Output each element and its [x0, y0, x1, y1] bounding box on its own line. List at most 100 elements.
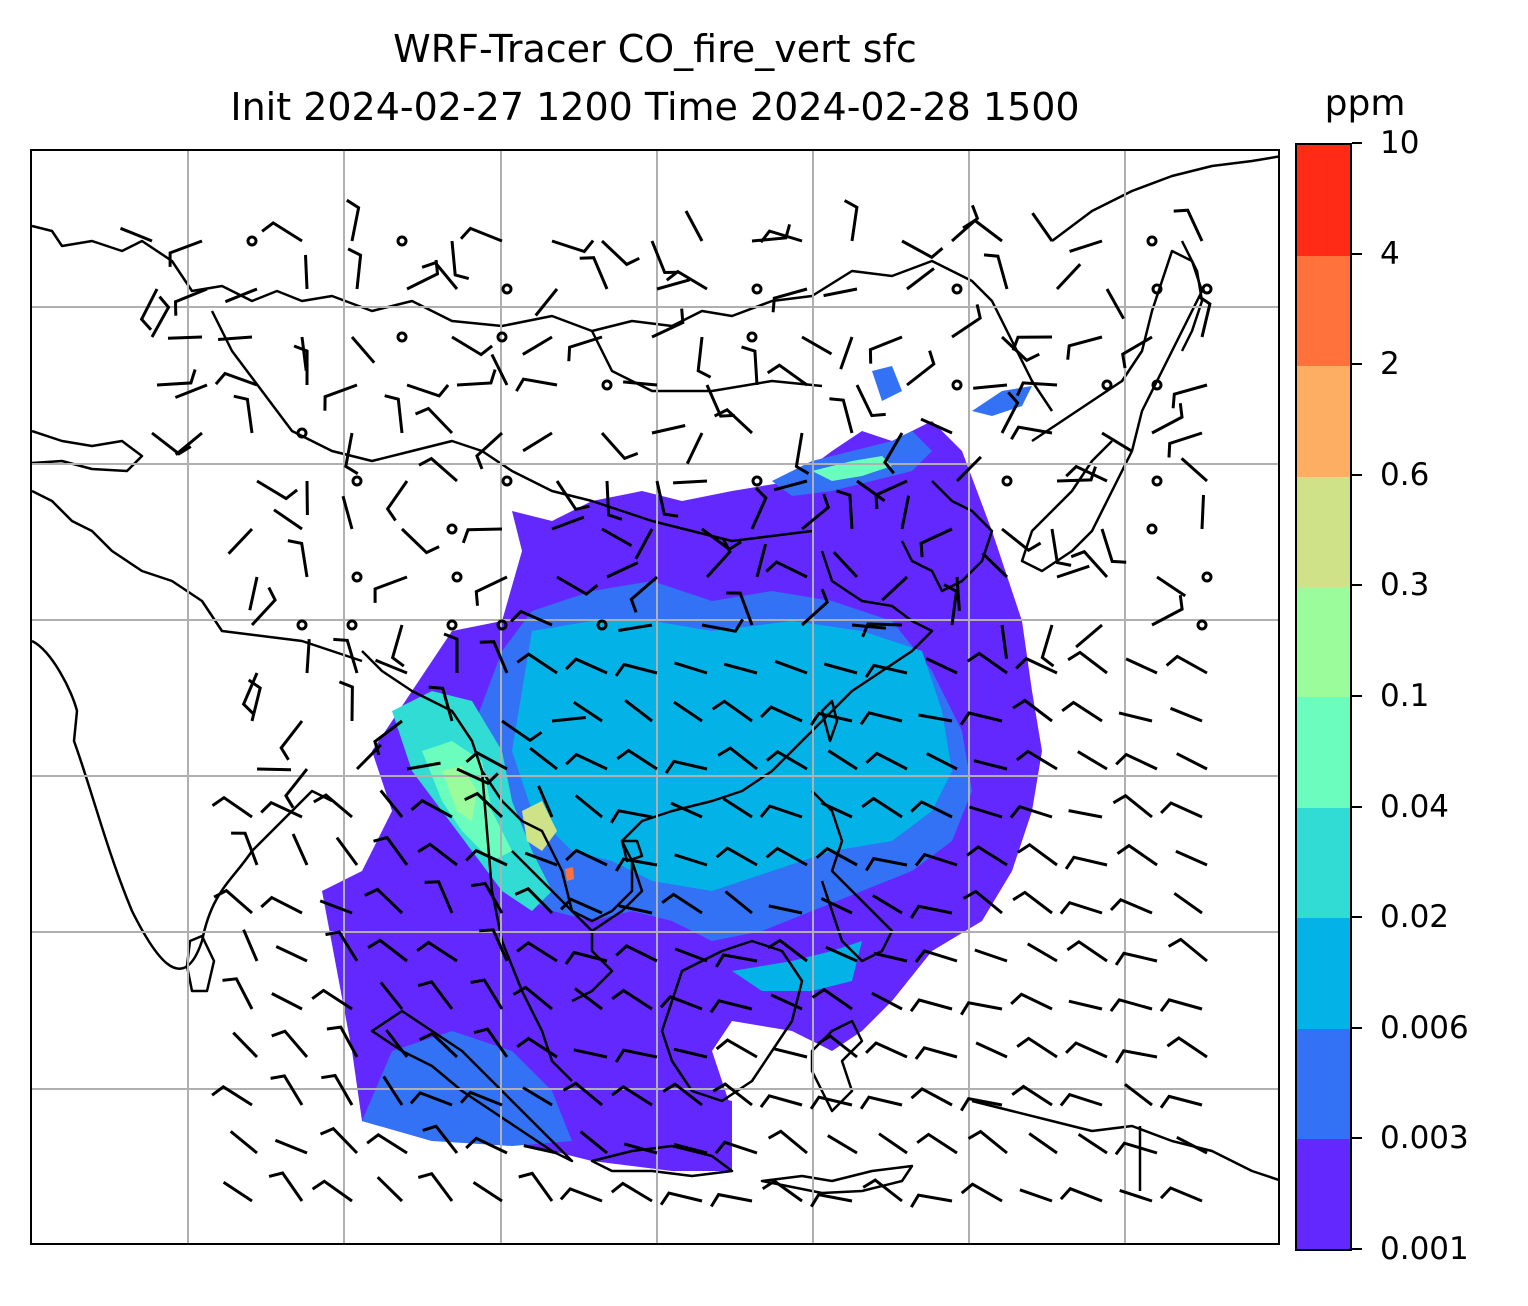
colorbar-tick-label: 0.003: [1380, 1120, 1469, 1157]
calm-wind-marker: [1201, 283, 1213, 295]
coastline-china: [571, 550, 934, 1003]
wind-barb: [564, 950, 608, 965]
calm-wind-marker: [496, 619, 508, 631]
wind-barb: [871, 991, 903, 1011]
calm-wind-marker: [346, 619, 358, 631]
wind-barb: [293, 344, 309, 386]
wind-barb: [919, 527, 953, 558]
wind-barb: [767, 1129, 808, 1155]
wind-barb: [615, 857, 658, 872]
wind-barb: [1075, 623, 1103, 649]
wind-barb: [774, 659, 808, 675]
wind-barb: [313, 793, 353, 819]
coastline-russia: [1051, 155, 1278, 242]
wind-barb: [461, 527, 503, 544]
wind-barb: [374, 658, 408, 675]
wind-barb: [1066, 939, 1108, 963]
wind-barb: [560, 897, 603, 915]
wind-barb: [951, 304, 982, 339]
coastline-thai-gulf: [511, 850, 634, 923]
wind-barb: [1197, 294, 1212, 338]
wind-barb: [367, 938, 408, 963]
wind-barb: [514, 887, 554, 915]
wind-barb: [1171, 383, 1208, 409]
wind-barb: [524, 851, 558, 867]
wind-barb: [275, 945, 308, 963]
wind-barb: [865, 856, 908, 872]
wind-barb: [232, 1031, 259, 1059]
calm-wind-marker: [246, 235, 258, 247]
wind-barb: [406, 761, 441, 771]
wind-barb: [865, 751, 908, 771]
calm-wind-marker: [1146, 523, 1158, 535]
wind-barb: [174, 431, 203, 456]
calm-wind-marker: [1196, 619, 1208, 631]
wind-barb: [470, 978, 504, 1010]
wind-barb: [1125, 657, 1158, 675]
wind-barb: [1165, 654, 1208, 675]
wind-barb: [364, 887, 404, 915]
colorbar-tick-label: 4: [1380, 235, 1400, 272]
wind-barb: [1015, 749, 1058, 771]
map-title-line1: WRF-Tracer CO_fire_vert sfc: [393, 27, 917, 71]
wind-barb: [213, 888, 253, 915]
wind-barb: [1077, 1133, 1108, 1155]
wind-barb: [222, 1180, 253, 1203]
colorbar-segment: [1297, 807, 1350, 919]
wind-barb: [765, 846, 808, 867]
wind-barb: [975, 1041, 1008, 1059]
wind-barb: [516, 940, 558, 963]
coastline-arabia: [32, 489, 363, 663]
wind-barb: [242, 929, 259, 962]
wind-barb: [551, 716, 586, 723]
wind-barb: [515, 377, 558, 392]
wind-barb: [119, 226, 153, 243]
wind-barb: [724, 890, 753, 915]
wind-barb: [878, 1132, 908, 1155]
wind-barb: [823, 662, 858, 675]
wind-barb: [167, 335, 203, 340]
colorbar-tick-label: 0.04: [1380, 788, 1450, 825]
wind-barb: [355, 743, 382, 771]
wind-barb: [373, 835, 409, 866]
wind-barb: [610, 1181, 653, 1203]
calm-wind-marker: [1151, 475, 1163, 487]
wind-barb: [156, 369, 197, 387]
colorbar-tick-label: 0.6: [1380, 456, 1430, 493]
wind-barb: [341, 495, 354, 530]
calm-wind-marker: [446, 523, 458, 535]
wind-barb: [768, 904, 803, 915]
wind-barb: [673, 1143, 708, 1155]
wind-barb: [410, 798, 453, 819]
wind-barb: [428, 685, 454, 722]
wind-barb: [475, 431, 504, 470]
tracer-level-6: [522, 801, 557, 851]
wind-barb: [510, 609, 553, 627]
calm-wind-marker: [1151, 283, 1163, 295]
wind-barb: [670, 801, 703, 819]
wind-barb: [761, 1179, 803, 1203]
wind-barb: [883, 432, 904, 475]
calm-wind-marker: [446, 619, 458, 631]
coastline-india: [32, 639, 333, 970]
wind-barb: [829, 397, 854, 434]
wind-barb: [629, 575, 658, 613]
wind-barb: [465, 750, 508, 771]
border-interior-2: [590, 330, 823, 393]
wind-barb: [1067, 650, 1108, 675]
wind-barb: [755, 543, 768, 578]
wind-barb: [685, 432, 704, 465]
wind-barb: [651, 424, 686, 435]
wind-barb: [471, 881, 504, 914]
colorbar-segment: [1297, 255, 1350, 367]
colorbar-tick-mark: [1352, 473, 1362, 476]
wind-barb: [373, 575, 408, 603]
wind-barb: [443, 632, 459, 673]
wind-barb: [800, 588, 829, 627]
wind-barb: [231, 831, 259, 866]
coastline-borneo: [660, 939, 804, 1103]
wind-barb: [385, 480, 409, 522]
wind-barb: [1109, 998, 1153, 1012]
wind-barb: [518, 1171, 554, 1202]
wind-barb: [659, 1191, 703, 1206]
